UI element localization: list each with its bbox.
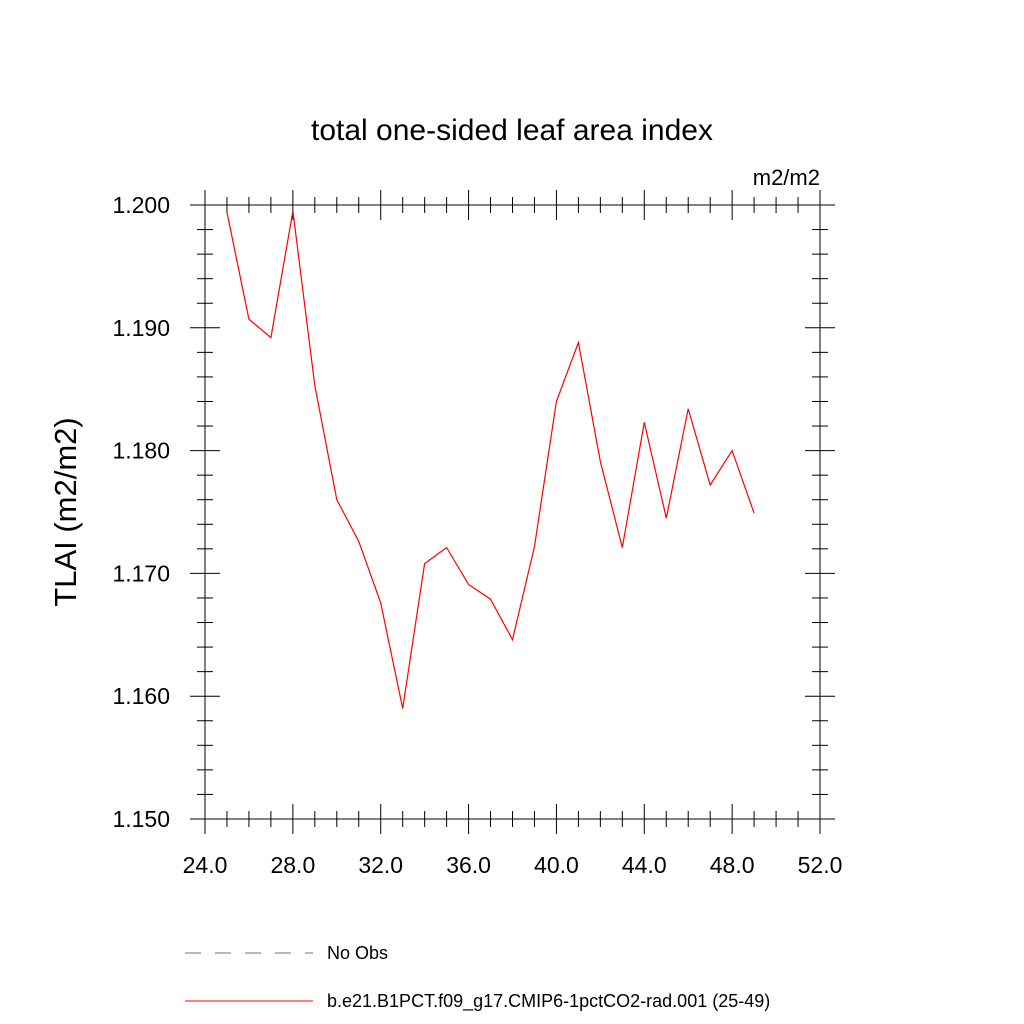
y-tick-label: 1.200	[112, 192, 170, 218]
x-tick-label: 40.0	[534, 852, 579, 878]
y-tick-labels: 1.150 1.160 1.170 1.180 1.190 1.200	[112, 192, 170, 832]
y-tick-label: 1.150	[112, 806, 170, 832]
series-line	[226, 210, 755, 709]
y-tick-label: 1.180	[112, 438, 170, 464]
series-layer	[226, 210, 755, 709]
x-tick-label: 48.0	[710, 852, 755, 878]
y-tick-label: 1.160	[112, 683, 170, 709]
y-tick-label: 1.170	[112, 560, 170, 586]
y-axis-label: TLAI (m2/m2)	[48, 417, 83, 606]
x-tick-label: 52.0	[798, 852, 843, 878]
x-tick-label: 44.0	[622, 852, 667, 878]
x-tick-label: 32.0	[358, 852, 403, 878]
major-ticks	[190, 190, 835, 834]
legend: No Obs b.e21.B1PCT.f09_g17.CMIP6-1pctCO2…	[185, 943, 770, 1012]
units-label: m2/m2	[753, 165, 820, 190]
plot-frame	[204, 204, 821, 820]
minor-ticks	[197, 197, 828, 827]
legend-label-no-obs: No Obs	[327, 943, 388, 963]
x-tick-label: 28.0	[270, 852, 315, 878]
y-tick-label: 1.190	[112, 315, 170, 341]
x-tick-label: 24.0	[183, 852, 228, 878]
x-tick-labels: 24.0 28.0 32.0 36.0 40.0 44.0 48.0 52.0	[183, 852, 843, 878]
x-tick-label: 36.0	[446, 852, 491, 878]
legend-label-model: b.e21.B1PCT.f09_g17.CMIP6-1pctCO2-rad.00…	[327, 991, 770, 1012]
chart-title: total one-sided leaf area index	[311, 114, 713, 147]
